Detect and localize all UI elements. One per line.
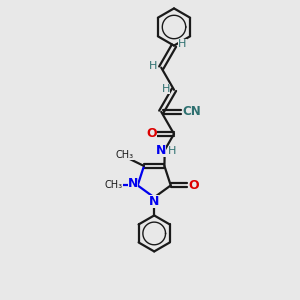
Text: H: H bbox=[161, 84, 170, 94]
Text: O: O bbox=[146, 128, 157, 140]
Text: CH₃: CH₃ bbox=[116, 150, 134, 160]
Text: N: N bbox=[148, 194, 159, 208]
Text: H: H bbox=[168, 146, 176, 156]
Text: H: H bbox=[178, 39, 187, 50]
Text: N: N bbox=[156, 143, 166, 157]
Text: O: O bbox=[188, 179, 199, 192]
Text: N: N bbox=[128, 177, 138, 190]
Text: CH₃: CH₃ bbox=[105, 180, 123, 190]
Text: H: H bbox=[149, 61, 157, 71]
Text: CN: CN bbox=[183, 105, 202, 119]
